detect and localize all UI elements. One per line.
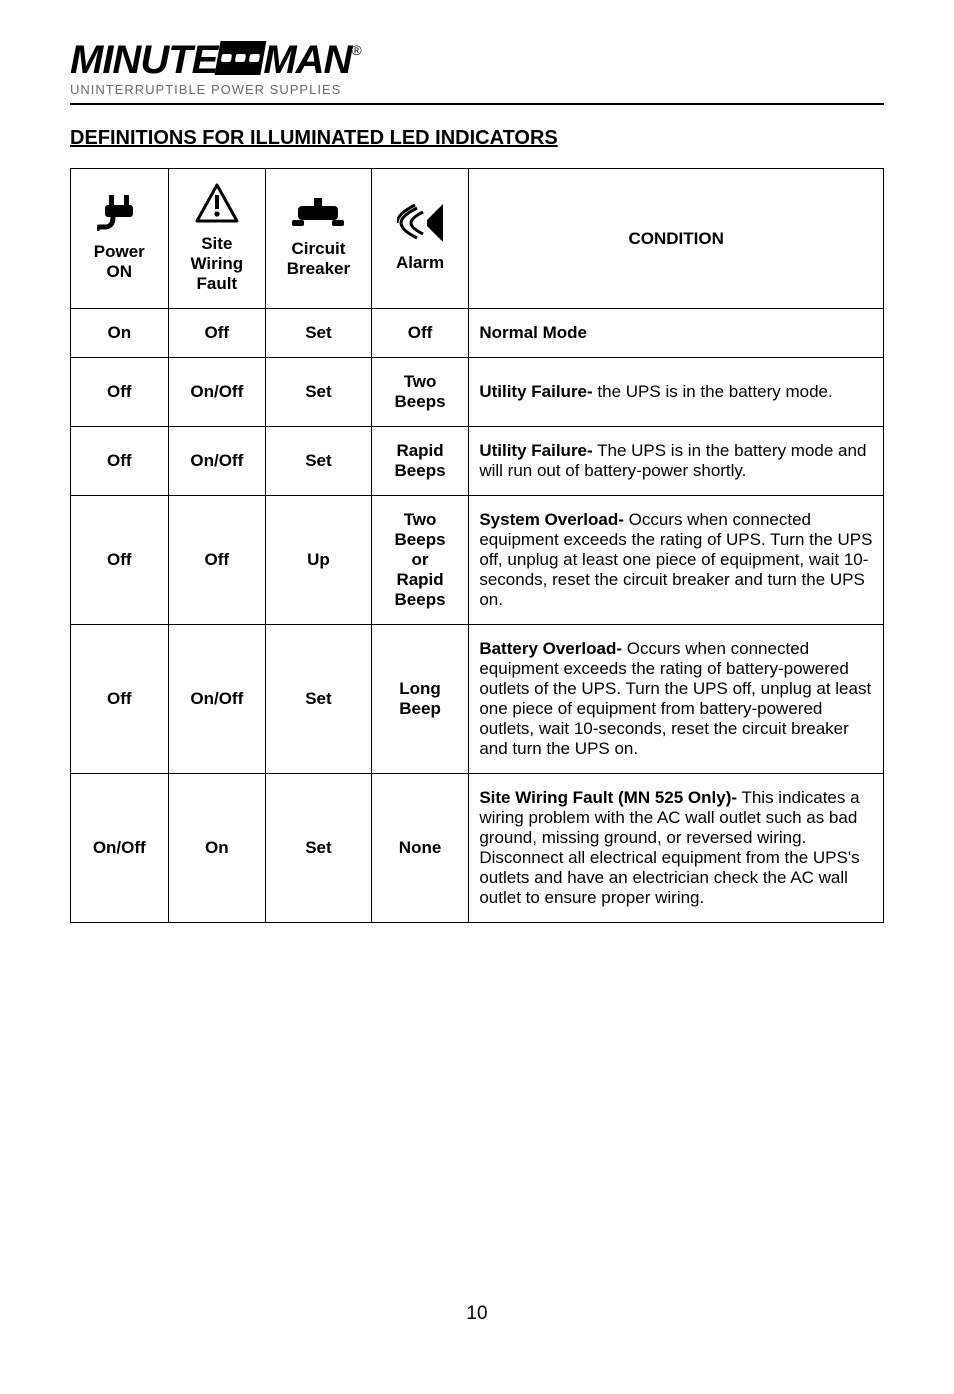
logo-text-right: MAN [263, 40, 351, 80]
cell-alarm: Two Beeps or Rapid Beeps [371, 496, 469, 625]
col-header-alarm: Alarm [371, 169, 469, 309]
col-header-alarm-label: Alarm [396, 253, 444, 272]
table-row: OffOn/OffSetRapid BeepsUtility Failure- … [71, 427, 884, 496]
cell-alarm: None [371, 774, 469, 923]
brand-logo: MINUTE MAN ® UNINTERRUPTIBLE POWER SUPPL… [70, 40, 884, 97]
condition-text: the UPS is in the battery mode. [593, 382, 833, 401]
warning-icon [179, 183, 256, 228]
cell-power: Off [71, 358, 169, 427]
table-row: On/OffOnSetNoneSite Wiring Fault (MN 525… [71, 774, 884, 923]
cell-site: On [168, 774, 266, 923]
cell-power: Off [71, 496, 169, 625]
table-row: OffOn/OffSetTwo BeepsUtility Failure- th… [71, 358, 884, 427]
condition-bold: System Overload- [479, 510, 624, 529]
col-header-circuit-label: Circuit Breaker [287, 239, 350, 278]
cell-alarm: Two Beeps [371, 358, 469, 427]
cell-condition: Normal Mode [469, 309, 884, 358]
cell-power: On/Off [71, 774, 169, 923]
condition-bold: Battery Overload- [479, 639, 622, 658]
cell-site: Off [168, 309, 266, 358]
page-number: 10 [70, 1303, 884, 1325]
cell-condition: Battery Overload- Occurs when connected … [469, 625, 884, 774]
cell-site: On/Off [168, 358, 266, 427]
col-header-power: Power ON [71, 169, 169, 309]
cell-alarm: Long Beep [371, 625, 469, 774]
col-header-site-label: Site Wiring Fault [190, 234, 243, 293]
cell-circuit: Set [266, 358, 372, 427]
col-header-site: Site Wiring Fault [168, 169, 266, 309]
col-header-power-label: Power ON [94, 242, 145, 281]
cell-alarm: Off [371, 309, 469, 358]
cell-alarm: Rapid Beeps [371, 427, 469, 496]
plug-icon [81, 195, 158, 236]
table-header-row: Power ON Site Wiring Fault [71, 169, 884, 309]
condition-bold: Site Wiring Fault (MN 525 Only)- [479, 788, 737, 807]
table-row: OffOffUpTwo Beeps or Rapid BeepsSystem O… [71, 496, 884, 625]
cell-condition: Utility Failure- the UPS is in the batte… [469, 358, 884, 427]
cell-condition: System Overload- Occurs when connected e… [469, 496, 884, 625]
cell-power: Off [71, 427, 169, 496]
cell-circuit: Set [266, 625, 372, 774]
table-row: OffOn/OffSetLong BeepBattery Overload- O… [71, 625, 884, 774]
cell-site: On/Off [168, 625, 266, 774]
sound-icon [382, 204, 459, 247]
definitions-table: Power ON Site Wiring Fault [70, 168, 884, 923]
cell-power: On [71, 309, 169, 358]
condition-bold: Utility Failure- [479, 382, 592, 401]
cell-circuit: Set [266, 427, 372, 496]
registered-mark: ® [351, 42, 361, 58]
header-divider [70, 103, 884, 105]
breaker-icon [276, 198, 361, 233]
cell-circuit: Set [266, 774, 372, 923]
logo-divider-icon [214, 41, 267, 80]
cell-site: Off [168, 496, 266, 625]
cell-site: On/Off [168, 427, 266, 496]
logo-text-left: MINUTE [70, 40, 217, 80]
col-header-condition-label: CONDITION [628, 229, 723, 248]
col-header-circuit: Circuit Breaker [266, 169, 372, 309]
condition-bold: Normal Mode [479, 323, 587, 342]
cell-condition: Site Wiring Fault (MN 525 Only)- This in… [469, 774, 884, 923]
table-body: OnOffSetOffNormal ModeOffOn/OffSetTwo Be… [71, 309, 884, 923]
cell-circuit: Up [266, 496, 372, 625]
cell-circuit: Set [266, 309, 372, 358]
logo-subtitle: UNINTERRUPTIBLE POWER SUPPLIES [70, 82, 341, 97]
cell-power: Off [71, 625, 169, 774]
col-header-condition: CONDITION [469, 169, 884, 309]
condition-bold: Utility Failure- [479, 441, 592, 460]
logo-main-row: MINUTE MAN ® [70, 40, 362, 80]
cell-condition: Utility Failure- The UPS is in the batte… [469, 427, 884, 496]
table-row: OnOffSetOffNormal Mode [71, 309, 884, 358]
section-title: DEFINITIONS FOR ILLUMINATED LED INDICATO… [70, 127, 884, 150]
